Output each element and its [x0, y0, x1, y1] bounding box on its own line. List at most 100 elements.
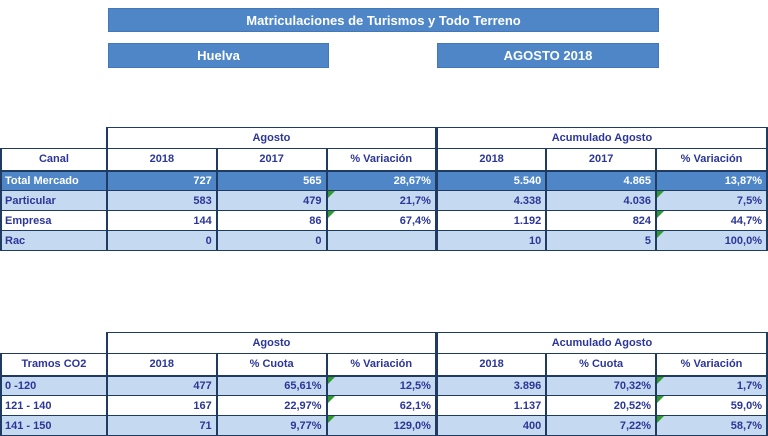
report-title-bar: Matriculaciones de Turismos y Todo Terre… [108, 8, 659, 32]
cell-value: 1.137 [513, 399, 542, 412]
cell-value: 65,61% [284, 379, 322, 392]
cell-value: 21,7% [399, 194, 431, 207]
cell-value: 1,7% [736, 379, 762, 392]
value-cell: 477 [105, 375, 218, 396]
value-cell: 9,77% [215, 415, 328, 436]
period-bar: AGOSTO 2018 [437, 43, 659, 68]
canal-table: Agosto Acumulado Agosto Canal 2018 2017% Var… [0, 127, 768, 251]
cell-value: 58,7% [730, 419, 762, 432]
table-row: Particular 583 479 21,7% 4.338 4.036 7,5% [0, 190, 768, 211]
value-cell: 22,97% [215, 395, 328, 416]
cell-value: 28,67% [393, 174, 431, 187]
value-cell: 59,0% [655, 395, 768, 416]
value-cell: 10 [435, 230, 548, 251]
error-flag-icon [658, 211, 665, 218]
error-flag-icon [328, 416, 335, 423]
co2-table: Agosto Acumulado Agosto Tramos CO2 2018% Cu… [0, 332, 768, 436]
row-label: Particular [0, 190, 108, 211]
row-dimension-header: Tramos CO2 [0, 353, 108, 377]
error-flag-icon [658, 396, 665, 403]
value-cell: 28,67% [325, 170, 438, 191]
cell-value: 71 [199, 419, 212, 432]
cell-value: 5.540 [513, 174, 542, 187]
cell-value: 20,52% [613, 399, 652, 412]
cell-value: 7,22% [619, 419, 652, 432]
group-header-row: Agosto Acumulado Agosto [1, 127, 768, 149]
column-header: % Cuota [215, 353, 328, 377]
cell-value: 10 [528, 234, 542, 247]
value-cell: 7,22% [545, 415, 658, 436]
cell-value: 86 [309, 214, 322, 227]
row-label: Total Mercado [0, 170, 108, 191]
value-cell: 21,7% [325, 190, 438, 211]
column-header: 2018 [105, 353, 218, 377]
column-header-row: Canal 2018 2017% Variación 2018 2017% Variac… [0, 148, 768, 172]
row-label: Rac [0, 230, 108, 251]
value-cell: 4.036 [545, 190, 658, 211]
row-label: 121 - 140 [0, 395, 108, 416]
cell-value: 400 [522, 419, 542, 432]
cell-value: 62,1% [399, 399, 431, 412]
cell-value: 59,0% [730, 399, 762, 412]
value-cell: 583 [105, 190, 218, 211]
value-cell: 565 [215, 170, 328, 191]
period-label: AGOSTO 2018 [503, 48, 593, 63]
cell-value: 5 [644, 234, 652, 247]
report-title: Matriculaciones de Turismos y Todo Terre… [246, 12, 521, 28]
value-cell: 20,52% [545, 395, 658, 416]
column-header: 2017 [545, 148, 658, 172]
cell-value: 477 [193, 379, 212, 392]
value-cell: 5 [545, 230, 658, 251]
cell-value: 9,77% [290, 419, 322, 432]
column-header: % Variación [325, 148, 438, 172]
value-cell: 3.896 [435, 375, 548, 396]
row-label: 141 - 150 [0, 415, 108, 436]
value-cell: 144 [105, 210, 218, 231]
value-cell: 0 [215, 230, 328, 251]
corner-spacer [1, 127, 107, 149]
group-header: Agosto [105, 127, 438, 149]
value-cell: 1,7% [655, 375, 768, 396]
region-bar: Huelva [108, 43, 329, 68]
group-header: Acumulado Agosto [435, 332, 768, 354]
value-cell: 86 [215, 210, 328, 231]
cell-value: 4.338 [513, 194, 542, 207]
cell-value: 727 [193, 174, 212, 187]
column-header: % Variación [655, 148, 768, 172]
value-cell: 67,4% [325, 210, 438, 231]
value-cell: 58,7% [655, 415, 768, 436]
value-cell: 479 [215, 190, 328, 211]
cell-value: 129,0% [393, 419, 431, 432]
value-cell: 4.338 [435, 190, 548, 211]
cell-value: 1.192 [513, 214, 542, 227]
column-header-row: Tramos CO2 2018% Cuota% Variación 2018% Cu… [0, 353, 768, 377]
row-dimension-header: Canal [0, 148, 108, 172]
value-cell: 400 [435, 415, 548, 436]
error-flag-icon [658, 231, 665, 238]
error-flag-icon [328, 191, 335, 198]
group-header: Agosto [105, 332, 438, 354]
region-label: Huelva [197, 48, 240, 63]
cell-value: 3.896 [513, 379, 542, 392]
cell-value: 479 [303, 194, 322, 207]
column-header: 2018 [435, 353, 548, 377]
value-cell: 13,87% [655, 170, 768, 191]
value-cell: 100,0% [655, 230, 768, 251]
cell-value: 0 [205, 234, 212, 247]
cell-value: 7,5% [736, 194, 762, 207]
cell-value: 22,97% [284, 399, 322, 412]
cell-value: 100,0% [724, 234, 762, 247]
value-cell: 12,5% [325, 375, 438, 396]
value-cell: 1.137 [435, 395, 548, 416]
row-label: Empresa [0, 210, 108, 231]
column-header: 2018 [105, 148, 218, 172]
table-row: 0 -120 477 65,61% 12,5% 3.896 70,32% 1,7% [0, 375, 768, 396]
cell-value: 167 [193, 399, 212, 412]
value-cell: 129,0% [325, 415, 438, 436]
value-cell: 1.192 [435, 210, 548, 231]
column-header: 2017 [215, 148, 328, 172]
value-cell: 65,61% [215, 375, 328, 396]
value-cell: 7,5% [655, 190, 768, 211]
error-flag-icon [328, 396, 335, 403]
group-header-row: Agosto Acumulado Agosto [1, 332, 768, 354]
